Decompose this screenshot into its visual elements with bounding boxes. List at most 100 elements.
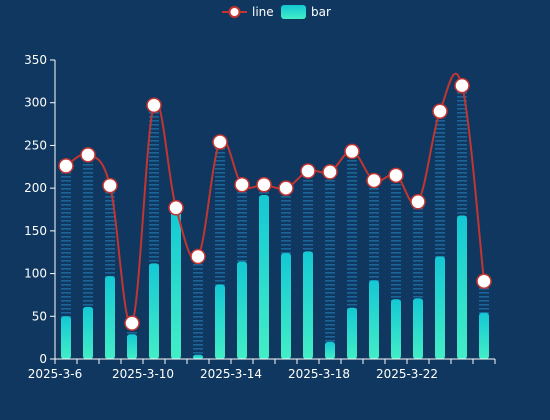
dotted-bar-segment [435,240,445,242]
dotted-bar-segment [105,260,115,262]
dotted-bar-segment [61,264,71,266]
dotted-bar-segment [391,212,401,214]
dotted-bar-segment [149,240,159,242]
dotted-bar-segment [325,244,335,246]
dotted-bar-segment [61,236,71,238]
dotted-bar-segment [347,252,357,254]
dotted-bar-segment [457,204,467,206]
dotted-bar-segment [215,192,225,194]
dotted-bar-segment [237,244,247,246]
dotted-bar-segment [347,268,357,270]
dotted-bar-segment [83,176,93,178]
dotted-bar-segment [281,200,291,202]
dotted-bar-segment [325,252,335,254]
dotted-bar-segment [391,240,401,242]
dotted-bar-segment [347,280,357,282]
dotted-bar-segment [325,276,335,278]
dotted-bar-segment [83,304,93,306]
dotted-bar-segment [149,228,159,230]
dotted-bar-segment [303,184,313,186]
dotted-bar-segment [193,328,203,330]
dotted-bar-segment [61,212,71,214]
dotted-bar-segment [303,208,313,210]
legend[interactable]: line bar [222,5,331,19]
dotted-bar-segment [435,248,445,250]
dotted-bar-segment [413,236,423,238]
line-point [300,163,316,179]
dotted-bar-segment [193,344,203,346]
legend-item-line[interactable]: line [222,5,274,19]
dotted-bar-segment [61,244,71,246]
dotted-bar-segment [83,252,93,254]
dotted-bar-segment [83,224,93,226]
dotted-bar-segment [303,228,313,230]
dotted-bar-segment [61,276,71,278]
dotted-bar-segment [325,216,335,218]
line-point [256,176,272,193]
dotted-bar-segment [435,176,445,178]
dotted-bar-segment [149,132,159,134]
dotted-bar-segment [347,288,357,290]
dotted-bar-segment [237,192,247,194]
dotted-bar-series [61,88,489,358]
dotted-bar-segment [281,220,291,222]
dotted-bar-segment [479,296,489,298]
line-point [102,177,118,194]
dotted-bar-segment [193,304,203,306]
dotted-bar-segment [303,216,313,218]
dotted-bar-segment [369,252,379,254]
dotted-bar-segment [391,184,401,186]
dotted-bar-segment [457,160,467,162]
dotted-bar-segment [149,224,159,226]
dotted-bar-segment [281,252,291,254]
dotted-bar-segment [413,248,423,250]
dotted-bar-segment [303,192,313,194]
dotted-bar-segment [83,248,93,250]
dotted-bar-segment [325,212,335,214]
dotted-bar-segment [347,272,357,274]
dotted-bar-segment [149,152,159,154]
dotted-bar-segment [61,300,71,302]
dotted-bar-segment [83,216,93,218]
line-point [388,167,404,184]
dotted-bar-segment [149,120,159,122]
line-point [58,158,74,174]
dotted-bar-segment [281,216,291,218]
dotted-bar-segment [457,124,467,126]
dotted-bar-segment [149,256,159,258]
dotted-bar-segment [413,272,423,274]
y-tick-label: 200 [24,181,47,195]
dotted-bar-segment [457,116,467,118]
dotted-bar-segment [391,264,401,266]
dotted-bar-segment [149,192,159,194]
dotted-bar-segment [237,228,247,230]
line-point [432,103,448,120]
dotted-bar-segment [413,264,423,266]
dotted-bar-segment [435,208,445,210]
dotted-bar-segment [347,244,357,246]
dotted-bar-segment [347,220,357,222]
dotted-bar-segment [457,188,467,190]
dotted-bar-segment [237,216,247,218]
y-tick-label: 0 [39,352,47,366]
legend-item-bar[interactable]: bar [281,5,331,19]
dotted-bar-segment [457,200,467,202]
dotted-bar-segment [391,252,401,254]
dotted-bar-segment [435,196,445,198]
dotted-bar-segment [435,200,445,202]
dotted-bar-segment [83,280,93,282]
dotted-bar-segment [215,212,225,214]
dotted-bar-segment [391,196,401,198]
dotted-bar-segment [457,120,467,122]
dotted-bar-segment [193,348,203,350]
dotted-bar-segment [325,228,335,230]
dotted-bar-segment [347,240,357,242]
dotted-bar-segment [435,136,445,138]
dotted-bar-segment [215,248,225,250]
dotted-bar-segment [105,220,115,222]
dotted-bar-segment [193,324,203,326]
dotted-bar-segment [215,256,225,258]
dotted-bar-segment [83,204,93,206]
dotted-bar-segment [83,180,93,182]
dotted-bar-segment [369,272,379,274]
